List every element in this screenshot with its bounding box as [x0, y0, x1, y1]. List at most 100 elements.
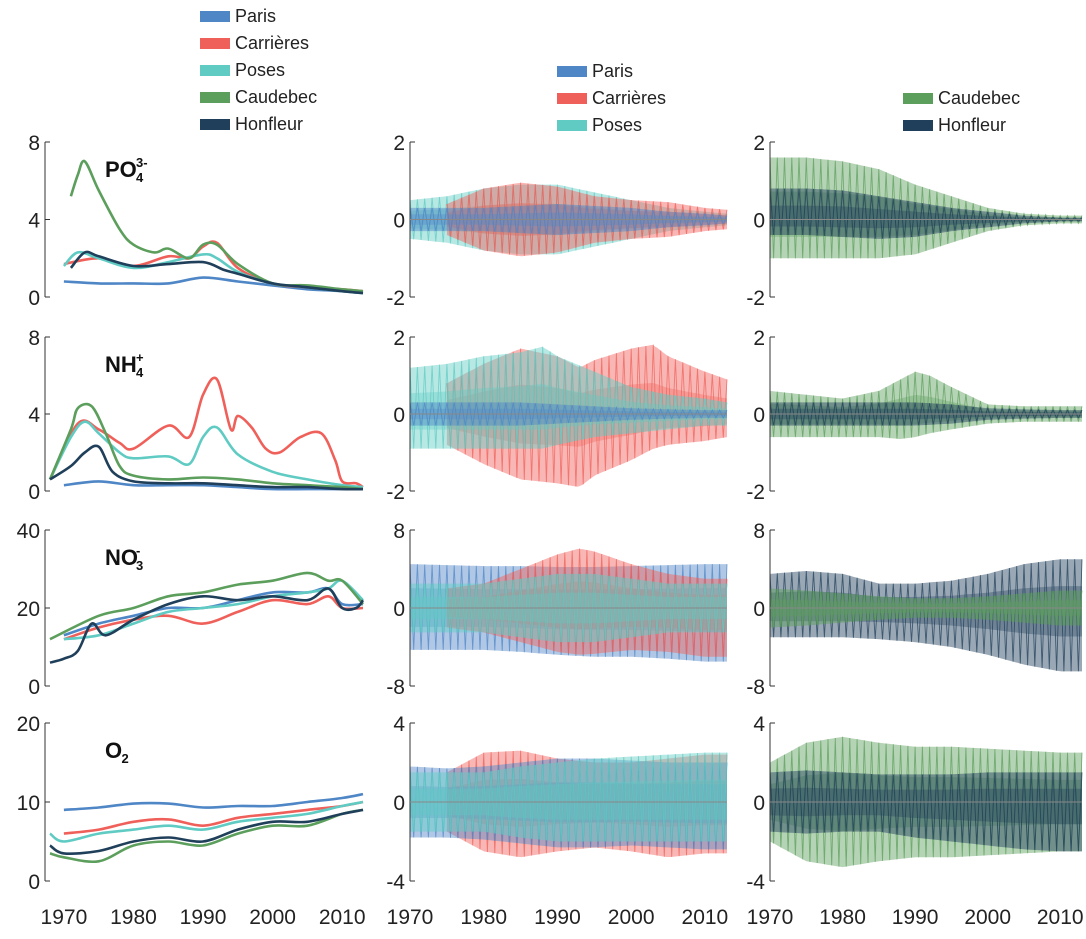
y-tick-label: 0	[28, 481, 40, 504]
y-tick-label: 0	[753, 792, 765, 815]
variable-superscript: -	[136, 543, 140, 558]
series-line-honfleur	[49, 587, 365, 664]
x-tick-label: 2010	[1037, 906, 1084, 929]
panel-r0-c0: 0 4 8	[28, 132, 364, 310]
panel-r2-c1: -8 0 8	[386, 520, 728, 699]
envelope-caudebec	[770, 157, 1082, 259]
panel-r0-c2: -2 0 2	[746, 132, 1083, 310]
y-tick-label: 4	[393, 713, 405, 736]
legend-swatch	[557, 120, 587, 131]
legend-label: Caudebec	[235, 87, 318, 107]
envelope-honfleur	[770, 770, 1082, 852]
variable-superscript: +	[136, 350, 144, 365]
legend-swatch	[200, 119, 230, 130]
series-line-caudebec	[48, 402, 364, 491]
y-tick-label: -8	[386, 676, 405, 699]
variable-label: NH +4	[105, 350, 144, 380]
y-tick-label: -2	[386, 287, 405, 310]
variable-name: O	[105, 738, 122, 763]
x-tick-label: 1990	[892, 906, 939, 929]
y-tick-label: 8	[753, 520, 765, 543]
legend-swatch	[903, 93, 933, 104]
legend-label: Carrières	[592, 88, 667, 108]
y-tick-label: 0	[28, 287, 40, 310]
y-tick-label: 0	[393, 210, 405, 233]
y-tick-label: 8	[28, 327, 40, 350]
legend-label: Poses	[592, 115, 643, 135]
x-tick-label: 1970	[387, 906, 434, 929]
series-line-paris	[63, 792, 364, 812]
x-tick-label: 2010	[682, 906, 729, 929]
series-line-poses	[49, 800, 364, 843]
panel-r2-c2: -8 0 8	[746, 520, 1083, 699]
legend-label: Carrières	[235, 33, 310, 53]
oscillation-poses	[409, 346, 728, 449]
panel-r0-c1: -2 0 2	[386, 132, 728, 310]
envelope-honfleur	[770, 188, 1082, 239]
legend-middle: Paris Carrières Poses	[557, 58, 666, 139]
y-tick-label: 0	[28, 676, 40, 699]
series-line-carrieres	[63, 594, 364, 641]
oscillation-paris	[409, 402, 728, 426]
y-tick-label: 2	[753, 327, 765, 350]
y-tick-label: 8	[28, 132, 40, 155]
oscillation-poses	[409, 573, 728, 643]
envelope-poses	[410, 346, 727, 449]
x-tick-label: 1970	[747, 906, 794, 929]
variable-name: PO	[105, 157, 137, 182]
series-line-caudebec	[49, 808, 364, 864]
y-tick-label: 2	[393, 327, 405, 350]
legend-entry-caudebec: Caudebec	[200, 84, 317, 111]
legend-swatch	[557, 93, 587, 104]
envelope-paris	[410, 564, 727, 662]
series-line-caudebec	[49, 571, 364, 641]
oscillation-honfleur	[769, 770, 1083, 852]
x-tick-label: 1990	[534, 906, 581, 929]
oscillation-honfleur	[769, 559, 1083, 672]
inner-band-carrieres	[446, 581, 727, 630]
x-tick-label: 2000	[249, 906, 296, 929]
oscillation-honfleur	[769, 402, 1083, 426]
x-tick-label: 1980	[460, 906, 507, 929]
x-tick-label: 1990	[180, 906, 227, 929]
oscillation-carrieres	[446, 182, 728, 256]
oscillation-caudebec	[769, 736, 1083, 867]
y-tick-label: 20	[17, 713, 40, 736]
y-tick-label: 8	[393, 520, 405, 543]
panel-r3-c2: -4 0 4	[746, 713, 1083, 894]
envelope-poses	[410, 752, 727, 842]
envelope-paris	[410, 758, 727, 850]
oscillation-honfleur	[769, 188, 1083, 239]
legend-swatch	[557, 66, 587, 77]
y-tick-label: 0	[393, 792, 405, 815]
series-line-honfleur	[49, 808, 364, 855]
x-tick-label: 1980	[110, 906, 157, 929]
y-tick-label: 4	[28, 404, 40, 427]
legend-entry-paris: Paris	[200, 3, 317, 30]
legend-entry-honfleur: Honfleur	[200, 111, 317, 138]
legend-swatch	[903, 120, 933, 131]
inner-band-carrieres	[446, 382, 727, 447]
legend-entry-poses: Poses	[557, 112, 666, 139]
y-tick-label: -2	[386, 481, 405, 504]
y-tick-label: 0	[28, 871, 40, 894]
y-tick-label: 40	[17, 520, 40, 543]
legend-label: Honfleur	[235, 114, 304, 134]
legend-entry-carrieres: Carrières	[557, 85, 666, 112]
y-tick-label: 0	[393, 598, 405, 621]
variable-subscript: 4	[136, 365, 144, 380]
y-tick-label: -2	[746, 287, 765, 310]
series-line-honfleur	[69, 250, 364, 295]
envelope-caudebec	[770, 371, 1082, 439]
series-line-poses	[48, 420, 364, 489]
legend-entry-poses: Poses	[200, 57, 317, 84]
legend-label: Paris	[235, 6, 277, 26]
y-tick-label: -4	[386, 871, 405, 894]
variable-subscript: 4	[136, 170, 144, 185]
y-tick-label: 4	[28, 210, 40, 233]
variable-subscript: 3	[136, 558, 143, 573]
x-tick-label: 2000	[964, 906, 1011, 929]
inner-band-carrieres	[446, 779, 727, 827]
